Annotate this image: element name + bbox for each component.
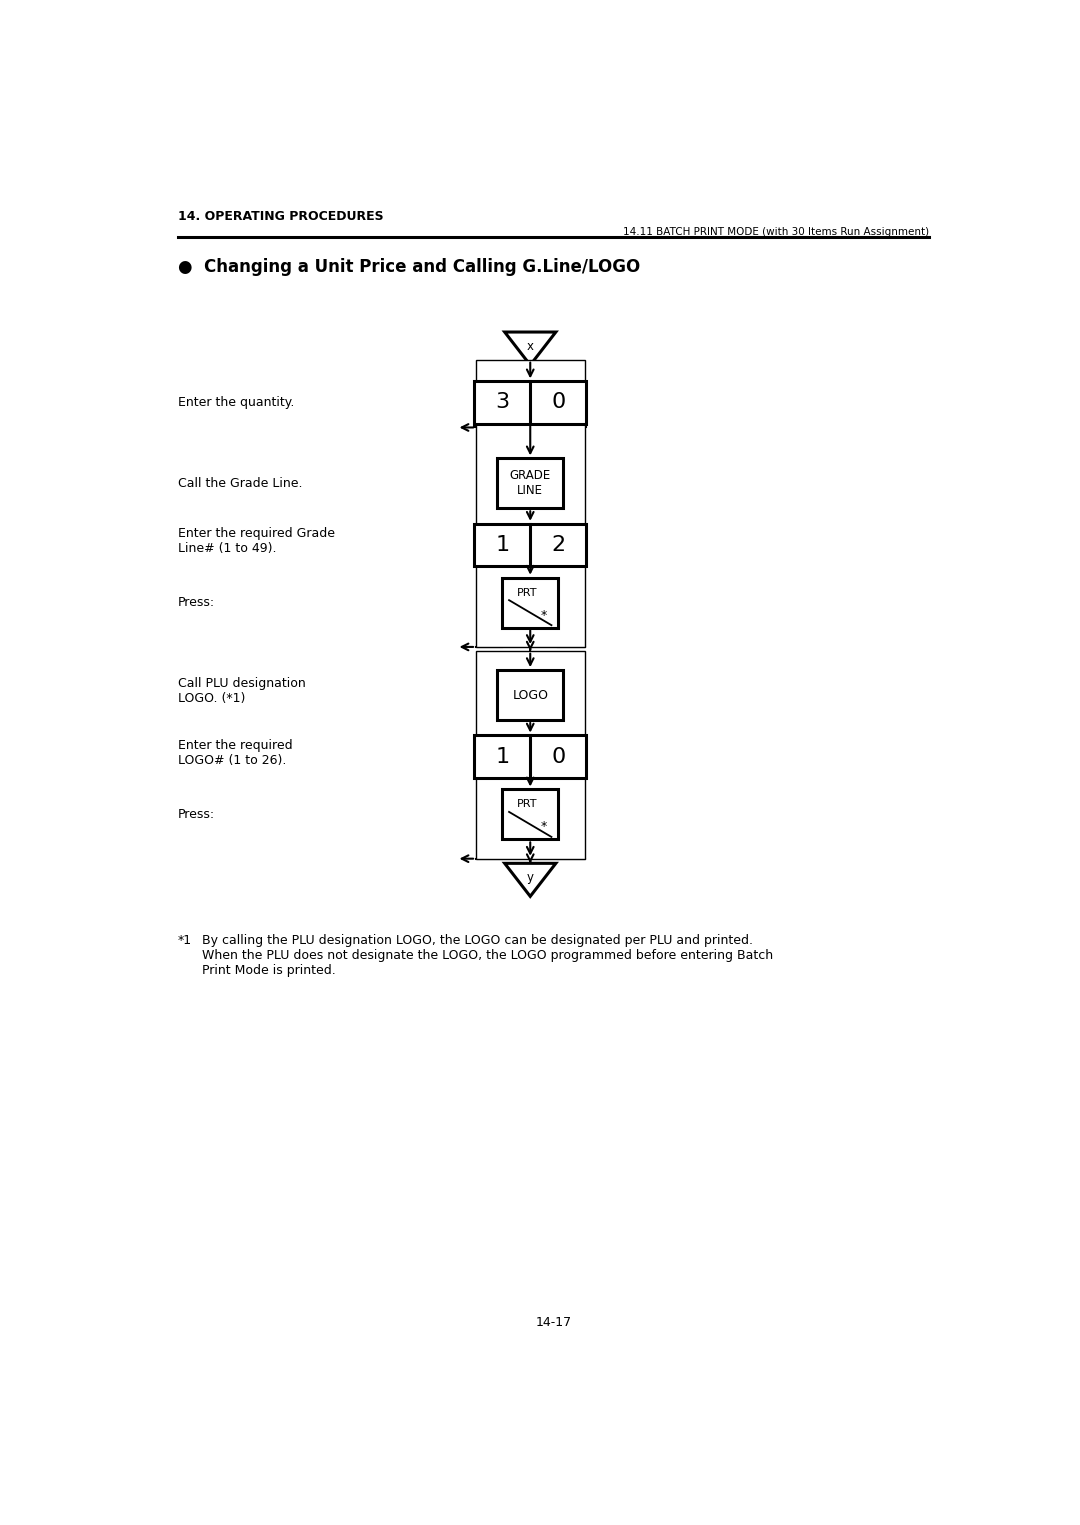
Text: Press:: Press:	[177, 596, 215, 608]
Text: 0: 0	[551, 392, 566, 412]
Text: 0: 0	[551, 747, 566, 767]
Bar	[474, 523, 586, 566]
Text: y: y	[527, 871, 534, 884]
Polygon shape	[504, 332, 556, 364]
Text: *: *	[541, 608, 548, 622]
Text: GRADE
LINE: GRADE LINE	[510, 470, 551, 497]
Text: 1: 1	[495, 747, 509, 767]
Text: Enter the required
LOGO# (1 to 26).: Enter the required LOGO# (1 to 26).	[177, 738, 293, 767]
Text: PRT: PRT	[517, 799, 538, 810]
Bar	[502, 790, 558, 839]
Text: 2: 2	[551, 535, 566, 555]
Polygon shape	[504, 863, 556, 897]
Text: 14.11 BATCH PRINT MODE (with 30 Items Run Assignment): 14.11 BATCH PRINT MODE (with 30 Items Ru…	[623, 227, 930, 236]
Bar	[474, 381, 586, 424]
Text: Enter the required Grade
Line# (1 to 49).: Enter the required Grade Line# (1 to 49)…	[177, 528, 335, 555]
Bar	[497, 459, 563, 508]
Bar	[476, 651, 584, 859]
Text: PRT: PRT	[517, 587, 538, 598]
Text: Press:: Press:	[177, 808, 215, 820]
Bar	[474, 735, 586, 778]
Text: Call PLU designation
LOGO. (*1): Call PLU designation LOGO. (*1)	[177, 677, 306, 705]
Text: *: *	[541, 820, 548, 833]
Text: Enter the quantity.: Enter the quantity.	[177, 396, 294, 409]
Text: By calling the PLU designation LOGO, the LOGO can be designated per PLU and prin: By calling the PLU designation LOGO, the…	[202, 933, 773, 976]
Text: LOGO: LOGO	[512, 689, 549, 702]
Bar	[502, 578, 558, 628]
Bar	[497, 669, 563, 720]
Bar	[476, 360, 584, 647]
Text: 1: 1	[495, 535, 509, 555]
Text: 14. OPERATING PROCEDURES: 14. OPERATING PROCEDURES	[177, 210, 383, 223]
Text: x: x	[527, 340, 534, 352]
Text: ●  Changing a Unit Price and Calling G.Line/LOGO: ● Changing a Unit Price and Calling G.Li…	[177, 258, 639, 276]
Text: Call the Grade Line.: Call the Grade Line.	[177, 477, 302, 490]
Text: 3: 3	[495, 392, 509, 412]
Text: 14-17: 14-17	[536, 1316, 571, 1330]
Text: *1: *1	[177, 933, 192, 947]
